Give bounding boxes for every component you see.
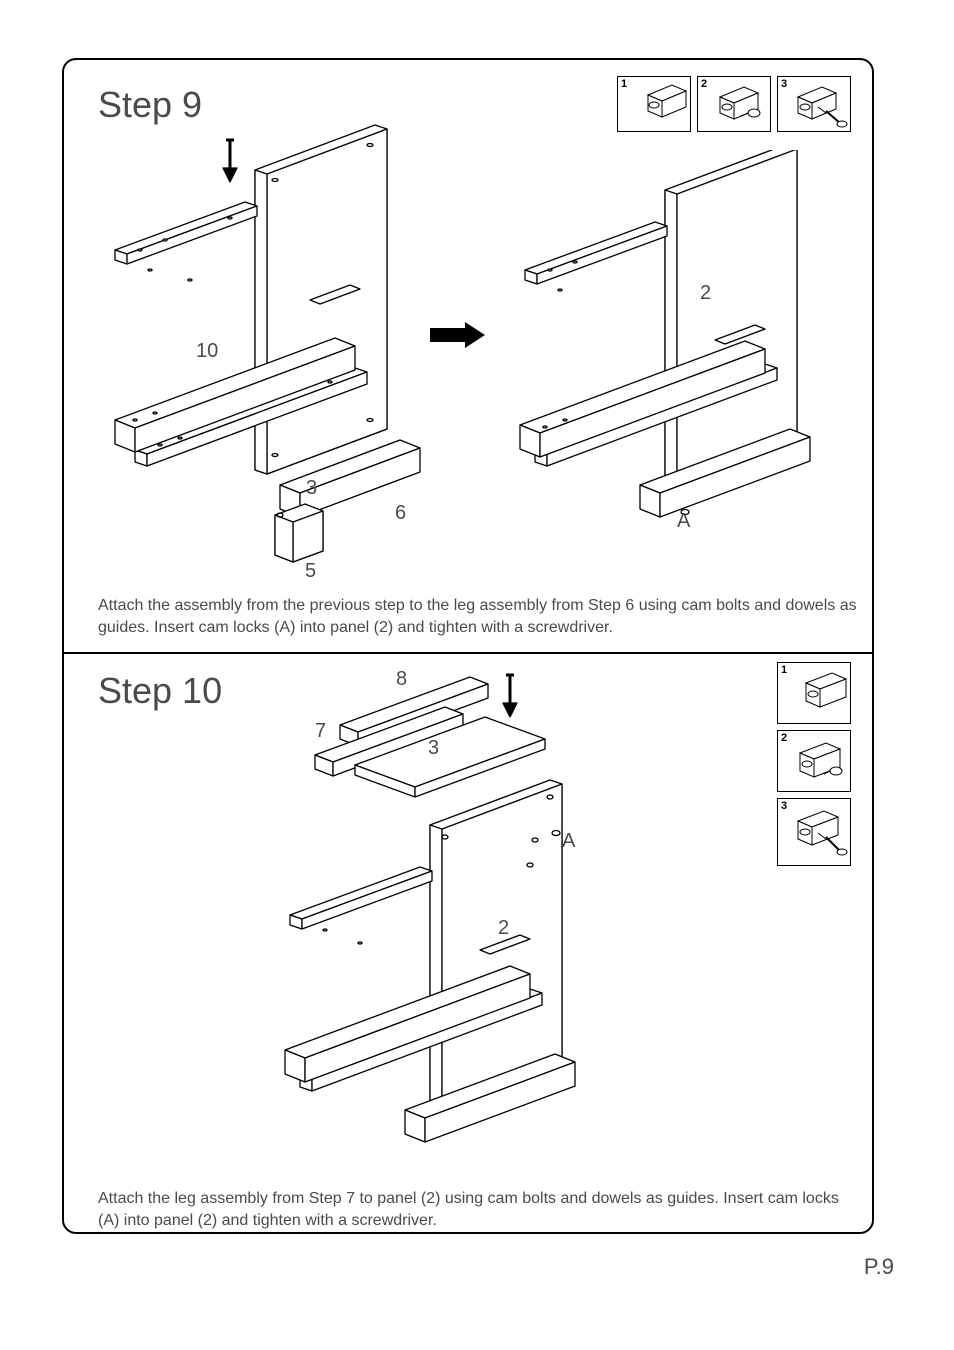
part-label-5: 5 bbox=[305, 560, 316, 583]
step10-hw-2: 2 bbox=[777, 730, 851, 792]
hw-label: 3 bbox=[781, 78, 787, 90]
part-label-3: 3 bbox=[306, 477, 317, 500]
cam-lock-icon bbox=[778, 663, 852, 725]
step10-diagram bbox=[230, 665, 650, 1165]
part-label-10: 10 bbox=[196, 340, 218, 363]
down-arrow-icon bbox=[223, 140, 237, 182]
screwdriver-icon bbox=[778, 799, 852, 867]
hw-label: 2 bbox=[781, 732, 787, 744]
part-label-3: 3 bbox=[428, 737, 439, 760]
step9-hw-3: 3 bbox=[777, 76, 851, 132]
down-arrow-icon bbox=[503, 675, 517, 717]
step10-instruction: Attach the leg assembly from Step 7 to p… bbox=[98, 1188, 858, 1231]
part-label-7: 7 bbox=[315, 720, 326, 743]
hw-label: 2 bbox=[701, 78, 707, 90]
part-label-2: 2 bbox=[700, 282, 711, 305]
part-label-A: A bbox=[562, 830, 575, 853]
cam-insert-icon bbox=[778, 731, 852, 793]
step9-hw-2: 2 bbox=[697, 76, 771, 132]
part-label-2: 2 bbox=[498, 917, 509, 940]
hw-label: 1 bbox=[781, 664, 787, 676]
step10-title: Step 10 bbox=[98, 670, 222, 712]
step9-instruction: Attach the assembly from the previous st… bbox=[98, 595, 858, 638]
step10-hw-1: 1 bbox=[777, 662, 851, 724]
page-number: P.9 bbox=[864, 1254, 894, 1280]
hw-label: 3 bbox=[781, 800, 787, 812]
step9-diagram-left bbox=[80, 120, 440, 570]
part-label-6: 6 bbox=[395, 502, 406, 525]
step9-hw-1: 1 bbox=[617, 76, 691, 132]
part-label-8: 8 bbox=[396, 668, 407, 691]
cam-insert-icon bbox=[698, 77, 772, 133]
step10-hw-3: 3 bbox=[777, 798, 851, 866]
screwdriver-icon bbox=[778, 77, 852, 133]
part-label-A: A bbox=[677, 510, 690, 533]
step9-diagram-right bbox=[490, 150, 850, 550]
hw-label: 1 bbox=[621, 78, 627, 90]
cam-lock-icon bbox=[618, 77, 692, 133]
right-arrow-icon bbox=[430, 320, 490, 350]
section-divider bbox=[62, 652, 874, 654]
